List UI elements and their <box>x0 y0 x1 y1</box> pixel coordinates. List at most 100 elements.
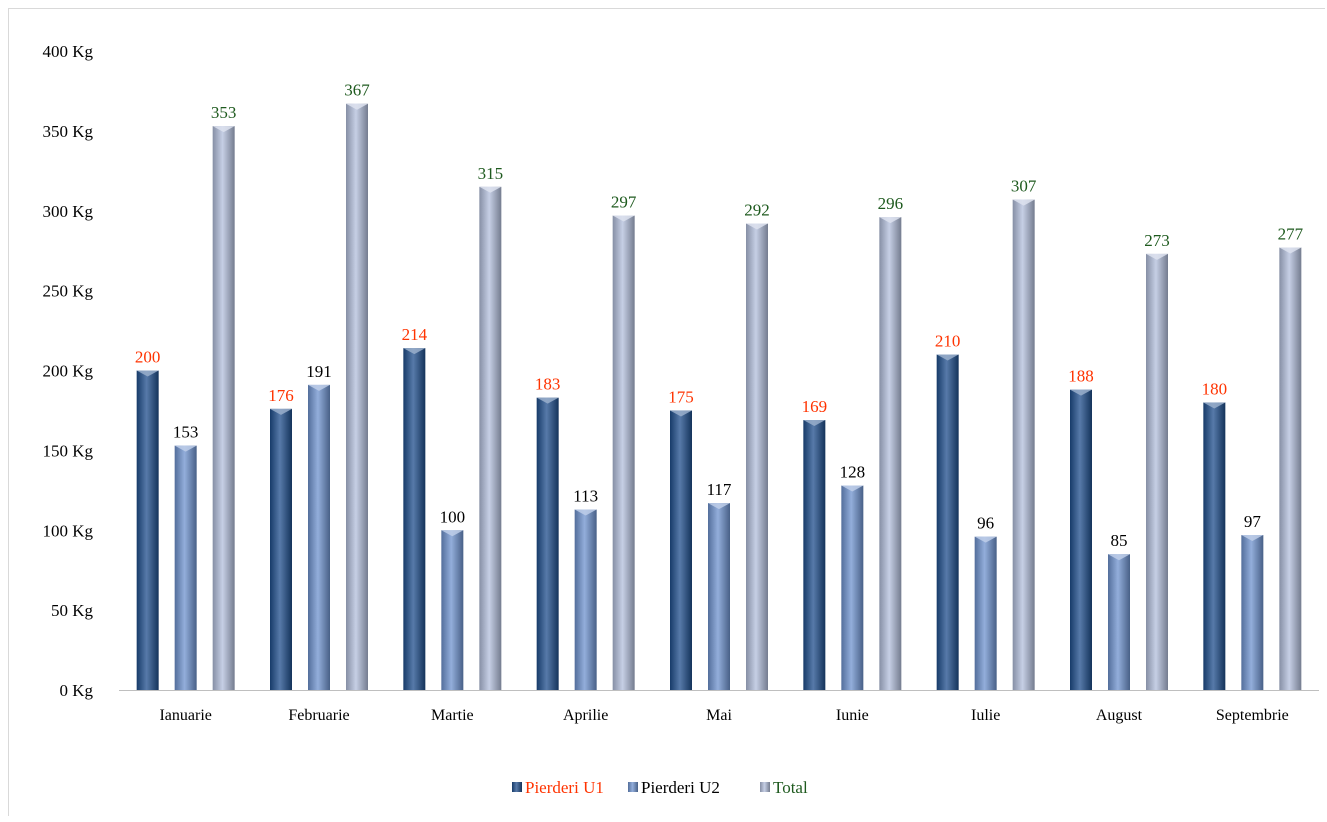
bar-top-bevel <box>1241 535 1264 542</box>
data-label: 273 <box>1144 231 1170 250</box>
data-label: 191 <box>306 362 332 381</box>
x-tick-label: Iulie <box>971 707 1000 724</box>
x-tick-label: Martie <box>431 707 474 724</box>
y-tick-label: 250 Kg <box>42 282 93 301</box>
y-tick-label: 400 Kg <box>42 42 93 61</box>
bar <box>841 485 864 690</box>
legend-swatch <box>628 782 638 792</box>
data-label: 175 <box>668 387 694 406</box>
bar-top-bevel <box>612 215 635 222</box>
data-label: 113 <box>573 486 598 505</box>
legend-swatch <box>512 782 522 792</box>
y-tick-label: 150 Kg <box>42 441 93 460</box>
y-tick-label: 300 Kg <box>42 202 93 221</box>
bar-top-bevel <box>708 503 730 510</box>
bar-top-bevel <box>936 354 959 361</box>
bar <box>879 217 902 690</box>
bar <box>1203 402 1226 690</box>
data-label: 296 <box>878 194 904 213</box>
data-label: 96 <box>977 514 994 533</box>
bar <box>612 215 635 691</box>
legend-label: Total <box>773 778 808 797</box>
y-axis: 0 Kg 50 Kg 100 Kg 150 Kg 200 Kg 250 Kg 300 Kg 3… <box>42 42 93 700</box>
bar <box>670 410 692 690</box>
bar-top-bevel <box>803 420 826 427</box>
bar-top-bevel <box>1070 389 1092 396</box>
data-label: 367 <box>344 81 370 100</box>
x-tick-label: August <box>1096 707 1143 724</box>
data-label: 180 <box>1202 379 1228 398</box>
data-label: 292 <box>744 201 770 220</box>
bar <box>441 530 464 690</box>
bar-top-bevel <box>212 126 235 133</box>
bar-top-bevel <box>841 485 864 492</box>
data-label: 297 <box>611 193 637 212</box>
bar-top-bevel <box>536 397 559 404</box>
data-label: 188 <box>1068 367 1094 386</box>
bar-top-bevel <box>1146 253 1168 260</box>
bar-top-bevel <box>974 536 997 543</box>
bar-top-bevel <box>746 223 768 230</box>
bar <box>174 445 197 690</box>
x-tick-label: Septembrie <box>1216 707 1289 724</box>
chart-frame: 0 Kg 50 Kg 100 Kg 150 Kg 200 Kg 250 Kg 300 Kg 3… <box>8 8 1325 816</box>
data-label: 315 <box>478 164 504 183</box>
data-label: 169 <box>802 397 828 416</box>
y-tick-label: 350 Kg <box>42 122 93 141</box>
x-tick-label: Aprilie <box>563 707 608 724</box>
bar-chart: 0 Kg 50 Kg 100 Kg 150 Kg 200 Kg 250 Kg 300 Kg 3… <box>42 42 1319 797</box>
bar <box>936 354 959 690</box>
data-label: 214 <box>402 325 428 344</box>
data-label: 210 <box>935 332 961 351</box>
bar <box>1070 389 1092 690</box>
x-tick-label: Iunie <box>836 707 869 724</box>
bar <box>1146 253 1168 690</box>
data-label: 117 <box>707 480 732 499</box>
bar-top-bevel <box>1012 199 1035 206</box>
y-tick-label: 100 Kg <box>42 521 93 540</box>
bar <box>1012 199 1035 690</box>
data-label: 97 <box>1244 512 1262 531</box>
bar-top-bevel <box>403 348 426 355</box>
bar-top-bevel <box>1203 402 1226 409</box>
y-tick-label: 0 Kg <box>59 681 93 700</box>
bar <box>346 103 368 690</box>
bar <box>708 503 730 690</box>
bars <box>136 103 1302 691</box>
bar <box>1241 535 1264 690</box>
legend-label: Pierderi U2 <box>641 778 720 797</box>
bar-top-bevel <box>1108 554 1130 561</box>
bar <box>1108 554 1130 690</box>
data-label: 353 <box>211 103 237 122</box>
data-label: 128 <box>840 463 866 482</box>
data-labels: 200 153 353 176 191 367 214 100 315 183 113 297 175 1… <box>135 81 1304 550</box>
bar <box>974 536 997 690</box>
bar-top-bevel <box>136 370 159 377</box>
legend-label: Pierderi U1 <box>525 778 604 797</box>
bar-top-bevel <box>574 509 597 516</box>
bar-top-bevel <box>879 217 902 224</box>
bar-top-bevel <box>1279 247 1302 254</box>
bar <box>403 348 426 690</box>
bar <box>270 408 292 690</box>
bar <box>536 397 559 690</box>
data-label: 176 <box>268 386 294 405</box>
legend-swatch <box>760 782 770 792</box>
y-tick-label: 50 Kg <box>51 601 94 620</box>
bar-top-bevel <box>479 186 502 193</box>
bar-top-bevel <box>174 445 197 452</box>
bar-top-bevel <box>670 410 692 417</box>
x-tick-label: Ianuarie <box>159 707 211 724</box>
legend: Pierderi U1 Pierderi U2 Total <box>512 778 808 797</box>
bar-top-bevel <box>441 530 464 537</box>
bar-top-bevel <box>308 384 330 391</box>
bar-top-bevel <box>346 103 368 110</box>
bar <box>308 384 330 690</box>
x-axis: Ianuarie Februarie Martie Aprilie Mai Iunie Iu… <box>119 690 1319 724</box>
data-label: 277 <box>1278 224 1304 243</box>
x-tick-label: Mai <box>706 707 732 724</box>
bar <box>746 223 768 690</box>
x-tick-label: Februarie <box>288 707 349 724</box>
bar <box>136 370 159 690</box>
data-label: 307 <box>1011 177 1037 196</box>
